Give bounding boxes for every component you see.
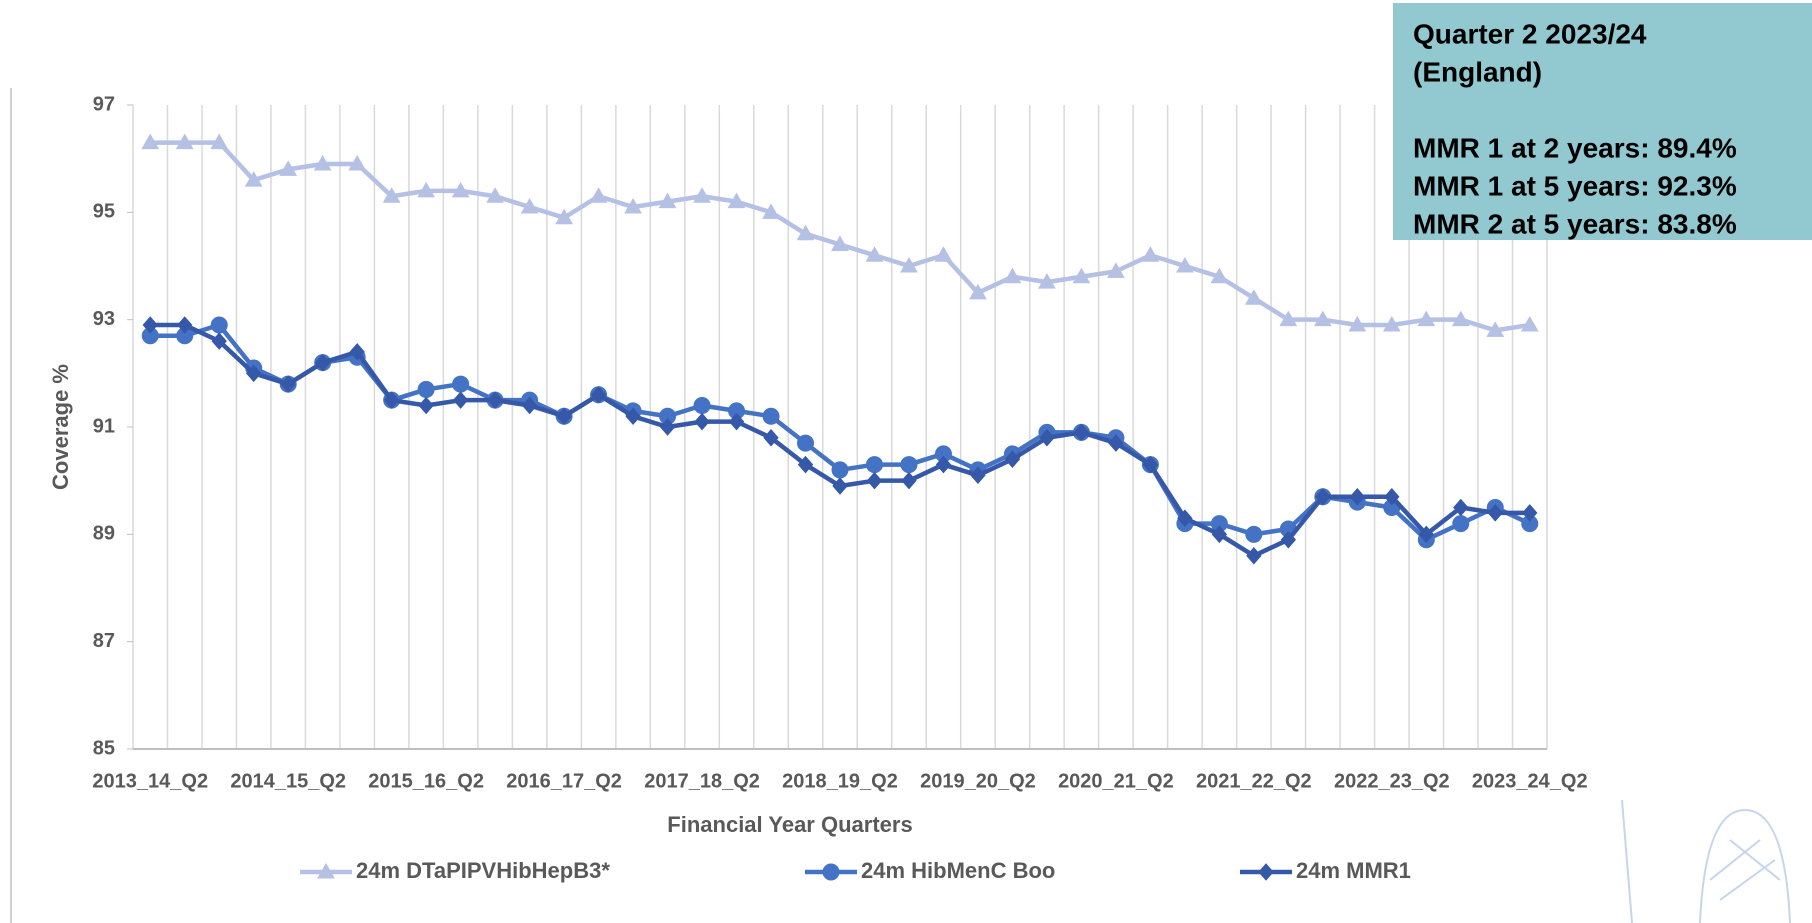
legend-marker — [1259, 864, 1273, 880]
info-line: MMR 2 at 5 years: 83.8% — [1413, 208, 1737, 239]
page: 85 87 89 91 93 95 97 2013_14_Q2 2014_15_Q2 2015_1… — [0, 0, 1812, 923]
x-tick-label: 2016_17_Q2 — [506, 770, 622, 792]
data-point — [419, 398, 433, 414]
x-tick-label: 2021_22_Q2 — [1196, 770, 1312, 792]
data-point — [867, 473, 881, 489]
info-line: Quarter 2 2023/24 — [1413, 18, 1647, 49]
data-point — [591, 188, 607, 202]
legend-label: 24m DTaPIPVHibHepB3* — [356, 858, 610, 883]
plot: 85 87 89 91 93 95 97 2013_14_Q2 2014_15_Q2 2015_1… — [92, 93, 1587, 883]
y-tick-label: 87 — [93, 630, 115, 652]
data-point — [694, 398, 710, 414]
x-tick-label: 2022_23_Q2 — [1334, 770, 1450, 792]
y-tick-label: 85 — [93, 737, 115, 759]
data-point — [1453, 516, 1469, 532]
data-point — [866, 457, 882, 473]
info-line: MMR 1 at 5 years: 92.3% — [1413, 170, 1737, 201]
data-point — [695, 414, 709, 430]
y-tick-label: 95 — [93, 201, 115, 223]
data-point — [902, 473, 916, 489]
data-point — [935, 247, 951, 261]
x-tick-label: 2020_21_Q2 — [1058, 770, 1174, 792]
y-tick-label: 93 — [93, 308, 115, 330]
info-line: (England) — [1413, 56, 1542, 87]
x-tick-label: 2015_16_Q2 — [368, 770, 484, 792]
x-axis-title: Financial Year Quarters — [667, 812, 912, 837]
x-tick-label: 2014_15_Q2 — [230, 770, 346, 792]
x-tick-label: 2013_14_Q2 — [92, 770, 208, 792]
legend-label: 24m HibMenC Boo — [861, 858, 1055, 883]
y-tick-label: 91 — [93, 415, 115, 437]
x-tick-label: 2019_20_Q2 — [920, 770, 1036, 792]
x-tick-label: 2023_24_Q2 — [1472, 770, 1588, 792]
data-point — [418, 381, 434, 397]
data-point — [798, 435, 814, 451]
data-point — [453, 376, 469, 392]
legend-label: 24m MMR1 — [1296, 858, 1411, 883]
data-point — [901, 457, 917, 473]
data-point — [1142, 247, 1158, 261]
data-point — [454, 392, 468, 408]
x-tick-label: 2017_18_Q2 — [644, 770, 760, 792]
legend-marker — [823, 864, 839, 880]
decoration — [1622, 800, 1790, 923]
data-point — [832, 462, 848, 478]
x-tick-label: 2018_19_Q2 — [782, 770, 898, 792]
data-point — [763, 408, 779, 424]
y-tick-label: 89 — [93, 523, 115, 545]
info-line: MMR 1 at 2 years: 89.4% — [1413, 132, 1737, 163]
data-point — [211, 317, 227, 333]
y-tick-label: 97 — [93, 93, 115, 115]
y-axis-title: Coverage % — [48, 364, 73, 490]
data-point — [1246, 526, 1262, 542]
